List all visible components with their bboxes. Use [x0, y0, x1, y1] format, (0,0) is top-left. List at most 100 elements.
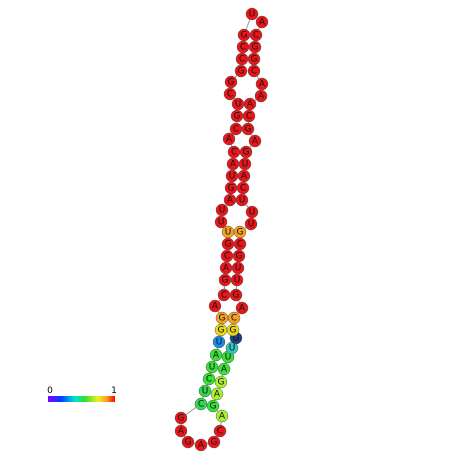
nucleotide: U: [231, 97, 245, 111]
nucleotide: C: [217, 288, 231, 302]
nucleotide-circle: [233, 225, 247, 239]
nucleotide: C: [220, 249, 234, 263]
scale-min: 0: [47, 386, 53, 396]
nucleotide: A: [174, 424, 188, 438]
nucleotide-label: C: [221, 291, 227, 301]
nucleotide: U: [245, 205, 259, 219]
nucleotide-circle: [213, 424, 227, 438]
nucleotide: U: [205, 360, 219, 374]
nucleotide: G: [232, 249, 246, 263]
nucleotide-label: G: [234, 112, 241, 122]
nucleotide-label: U: [235, 264, 242, 274]
nucleotide: G: [218, 273, 232, 287]
nucleotide: G: [174, 411, 188, 425]
nucleotide: U: [230, 273, 244, 287]
nucleotide: A: [235, 301, 249, 315]
nucleotide: A: [222, 132, 236, 146]
nucleotide: A: [254, 89, 268, 103]
nucleotide-circle: [223, 87, 237, 101]
nucleotide: G: [224, 181, 238, 195]
nucleotide-label: A: [259, 80, 266, 90]
nucleotide-label: U: [235, 100, 242, 110]
nucleotide-label: A: [227, 196, 234, 206]
nucleotide: G: [221, 237, 235, 251]
nucleotide-label: G: [252, 43, 259, 53]
nucleotide-circle: [241, 122, 255, 136]
nucleotide-label: A: [241, 172, 248, 182]
nucleotide-circle: [229, 288, 243, 302]
nucleotide-label: G: [238, 67, 245, 77]
nucleotide-label: A: [213, 351, 220, 361]
nucleotide-label: G: [230, 326, 237, 336]
nucleotide-label: G: [237, 228, 244, 238]
nucleotide: C: [223, 87, 237, 101]
nucleotide-label: C: [231, 314, 237, 324]
nucleotide-label: C: [237, 240, 243, 250]
nucleotide-circle: [194, 438, 208, 452]
nucleotide-circle: [181, 435, 195, 449]
scale-max: 1: [111, 386, 117, 396]
nucleotide-circle: [174, 424, 188, 438]
nucleotide: C: [213, 424, 227, 438]
nucleotide: U: [225, 169, 239, 183]
nucleotide-label: C: [227, 90, 233, 100]
nucleotide-label: A: [178, 427, 185, 437]
nucleotide-label: U: [239, 196, 246, 206]
nucleotide-label: C: [239, 55, 245, 65]
nucleotide-label: C: [233, 125, 239, 135]
nucleotide: G: [234, 64, 248, 78]
nucleotide-label: G: [225, 240, 232, 250]
nucleotide: A: [243, 97, 257, 111]
nucleotide: C: [233, 237, 247, 251]
nucleotide-label: G: [218, 378, 225, 388]
nucleotide-label: A: [239, 304, 246, 314]
nucleotide-circle: [217, 362, 231, 376]
nucleotide-label: G: [236, 252, 243, 262]
nucleotide-label: U: [229, 344, 236, 354]
nucleotide: U: [244, 217, 258, 231]
nucleotide-circle: [202, 372, 216, 386]
nucleotide: A: [255, 15, 269, 29]
nucleotide-label: C: [206, 375, 212, 385]
nucleotide-label: G: [222, 276, 229, 286]
nucleotide: G: [215, 311, 229, 325]
nucleotide-circle: [239, 145, 253, 159]
nucleotide: G: [239, 145, 253, 159]
nucleotide: U: [214, 215, 228, 229]
nucleotide: G: [241, 122, 255, 136]
nucleotide-label: G: [185, 438, 192, 448]
nucleotide-label: A: [221, 365, 228, 375]
nucleotide: A: [255, 77, 269, 91]
nucleotide: G: [206, 399, 220, 413]
nucleotide-circle: [214, 375, 228, 389]
nucleotide-circle: [207, 435, 221, 449]
nucleotide-label: A: [247, 100, 254, 110]
nucleotide-label: A: [226, 135, 233, 145]
nucleotide-label: G: [219, 314, 226, 324]
nucleotide: G: [214, 323, 228, 337]
nucleotide-label: U: [209, 363, 216, 373]
nucleotide-label: A: [252, 137, 259, 147]
nucleotide: C: [236, 40, 250, 54]
nucleotide-circle: [234, 64, 248, 78]
nucleotide: A: [194, 438, 208, 452]
nucleotide-circle: [212, 335, 226, 349]
nucleotide-circle: [245, 205, 259, 219]
nucleotide-label: U: [225, 353, 232, 363]
nucleotide-label: C: [246, 112, 252, 122]
nucleotide-circle: [255, 77, 269, 91]
nucleotide: A: [248, 134, 262, 148]
nucleotide-label: G: [210, 402, 217, 412]
nucleotide-label: U: [249, 10, 256, 20]
nucleotide-label: U: [242, 160, 249, 170]
nucleotide-circle: [208, 299, 222, 313]
nucleotide: G: [214, 375, 228, 389]
nucleotide-label: C: [198, 400, 204, 410]
nucleotide-label: A: [223, 264, 230, 274]
nucleotide-label: G: [251, 55, 258, 65]
nucleotide: A: [226, 157, 240, 171]
nucleotide: U: [215, 203, 229, 217]
nucleotide-label: A: [230, 160, 237, 170]
